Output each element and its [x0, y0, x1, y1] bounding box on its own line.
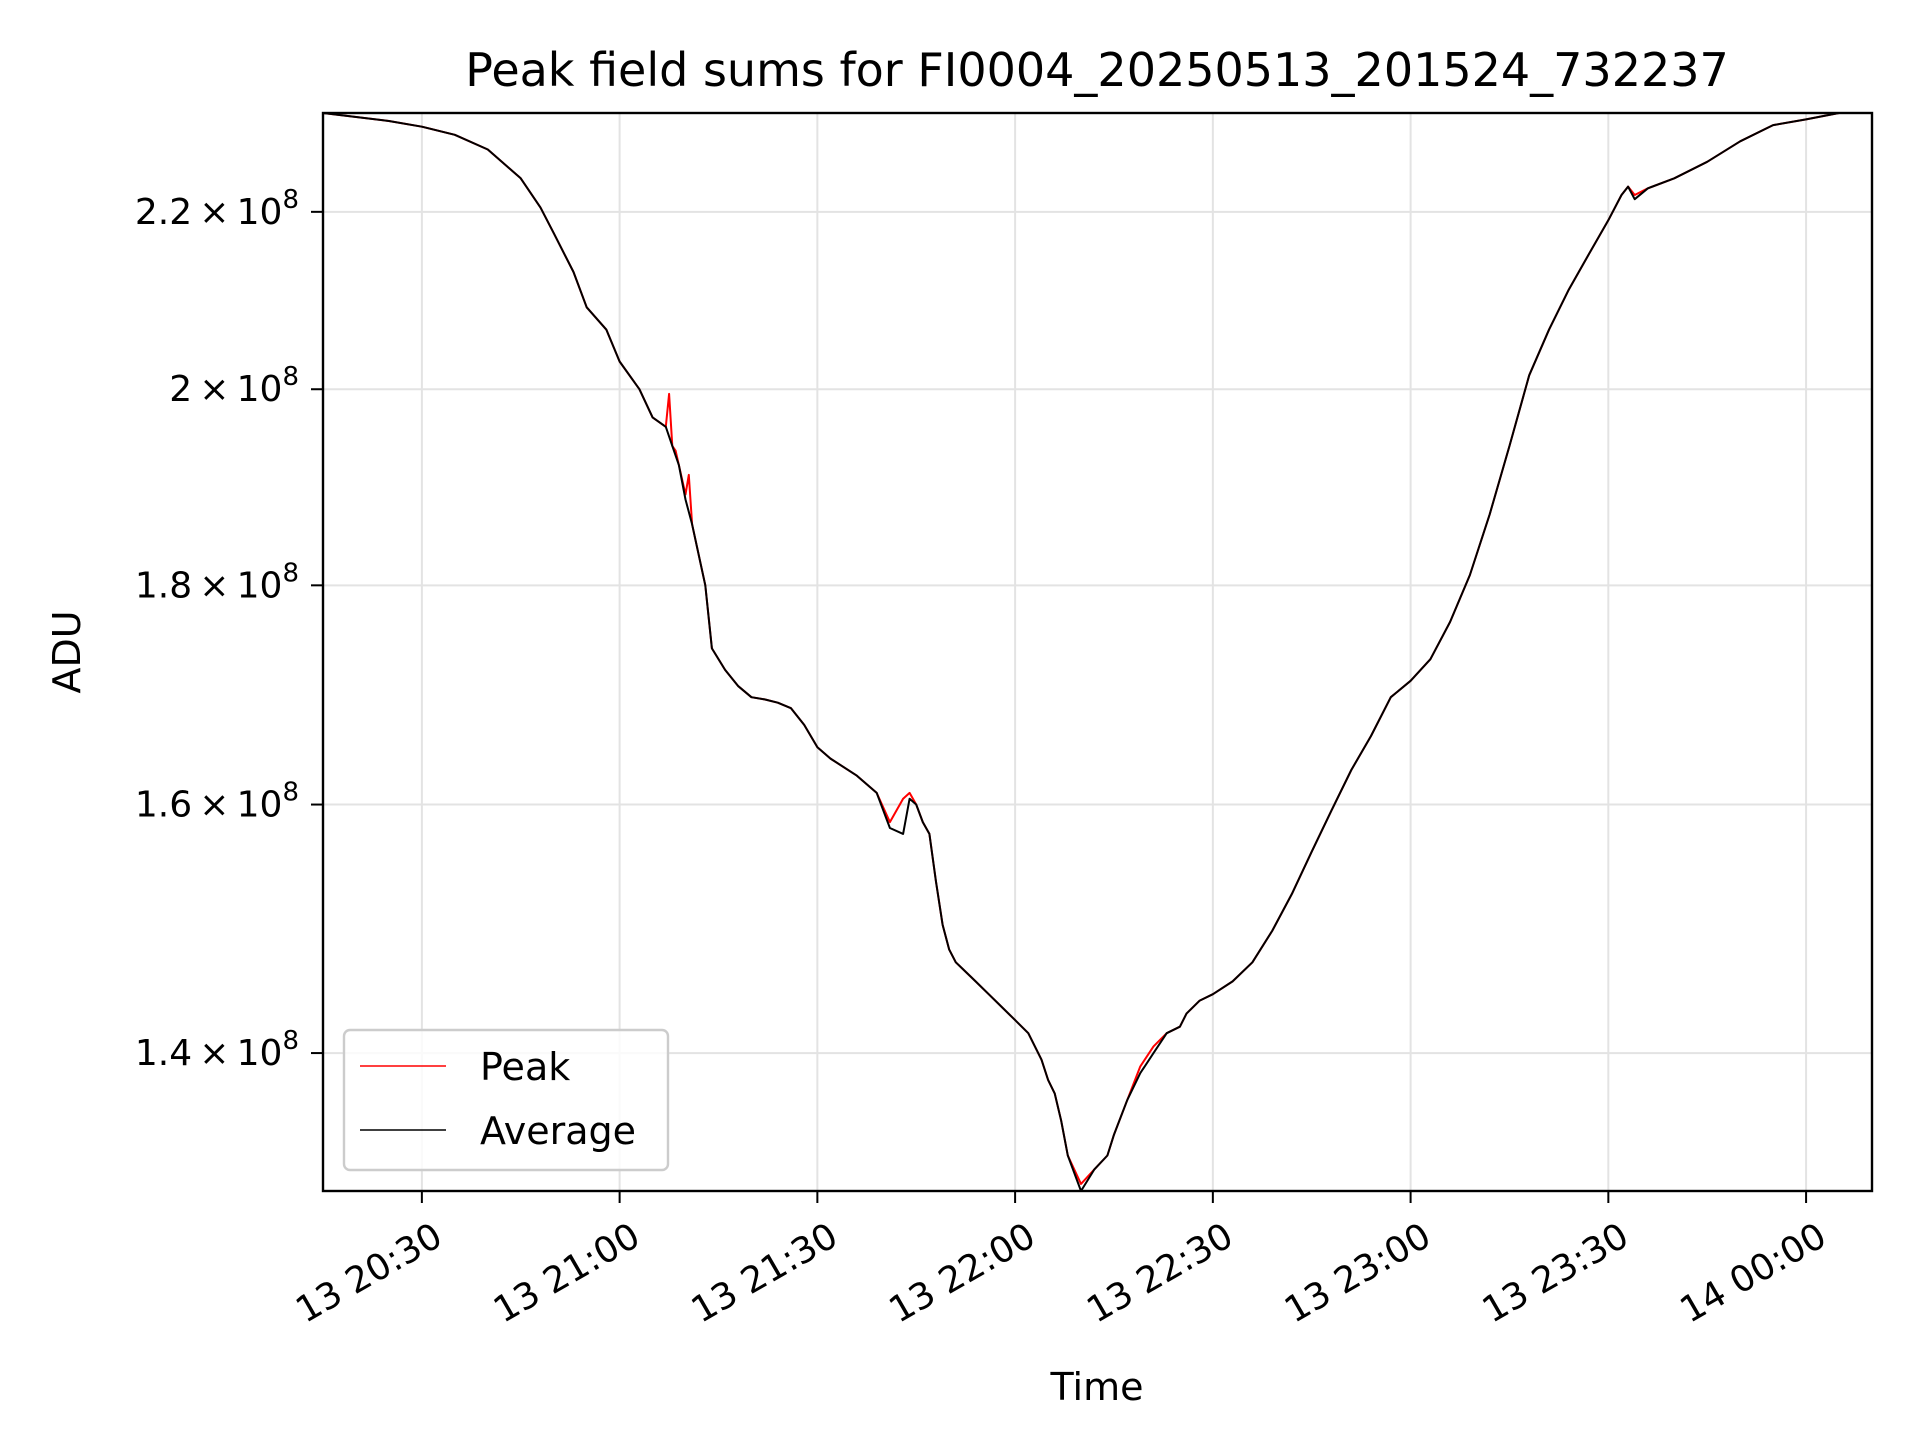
- x-axis-label: Time: [1050, 1365, 1144, 1409]
- series-layer: [322, 112, 1873, 1192]
- y-tick-label: 1.8 × 108: [135, 558, 299, 606]
- legend-box: [342, 1028, 670, 1172]
- y-axis-label: ADU: [45, 610, 89, 693]
- legend-average-label: Average: [480, 1109, 636, 1153]
- plot-frame: [321, 111, 1874, 1193]
- y-tick-label: 1.4 × 108: [135, 1026, 299, 1074]
- chart-title: Peak field sums for FI0004_20250513_2015…: [465, 43, 1729, 97]
- series-line-average: [322, 112, 1873, 1192]
- y-tick-label: 2.2 × 108: [135, 185, 299, 233]
- y-tick-label: 2 × 108: [169, 362, 299, 410]
- legend-peak-label: Peak: [480, 1045, 570, 1089]
- y-tick-label: 1.6 × 108: [135, 778, 299, 826]
- legend: Peak Average: [342, 1028, 670, 1172]
